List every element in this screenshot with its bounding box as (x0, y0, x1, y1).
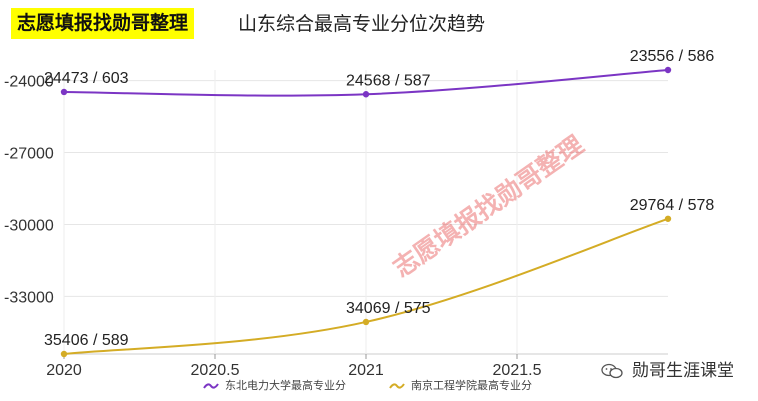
y-tick-label: -24000 (4, 74, 54, 91)
x-tick-label: 2021 (348, 362, 384, 379)
y-tick-label: -33000 (4, 289, 54, 306)
data-point[interactable] (60, 350, 68, 358)
data-label: 23556 / 586 (630, 48, 715, 65)
legend-label-2: 南京工程学院最高专业分 (411, 379, 532, 392)
y-tick-label: -30000 (4, 217, 54, 234)
data-point[interactable] (362, 91, 370, 98)
chart-title: 山东综合最高专业分位次趋势 (238, 13, 486, 35)
legend-swatch-2 (389, 383, 405, 389)
data-label: 24568 / 587 (346, 72, 431, 89)
legend: 东北电力大学最高专业分 南京工程学院最高专业分 (0, 373, 758, 397)
data-point[interactable] (362, 318, 370, 326)
x-tick-label: 2020 (46, 362, 82, 379)
wechat-icon (600, 363, 623, 379)
x-axis-ticks: 2020 2020.5 2021 2021.5 (46, 362, 541, 379)
x-tick-label: 2021.5 (493, 362, 542, 379)
gridlines (63, 70, 668, 359)
brand-name: 勋哥生涯课堂 (632, 361, 734, 381)
data-labels: 24473 / 603 24568 / 587 23556 / 586 35406 /… (44, 48, 714, 349)
x-tick-label: 2020.5 (191, 362, 240, 379)
legend-item-series-1[interactable]: 东北电力大学最高专业分 (203, 377, 346, 393)
y-tick-label: -27000 (4, 146, 54, 163)
data-label: 24473 / 603 (44, 70, 129, 87)
data-point[interactable] (60, 88, 68, 96)
y-axis-ticks: -24000 -27000 -30000 -33000 (4, 74, 54, 307)
legend-swatch-1 (203, 383, 219, 389)
data-label: 34069 / 575 (346, 300, 431, 317)
legend-item-series-2[interactable]: 南京工程学院最高专业分 (389, 377, 532, 393)
brand-signature: 勋哥生涯课堂 (600, 356, 734, 381)
legend-label-1: 东北电力大学最高专业分 (225, 379, 346, 392)
header-badge: 志愿填报找勋哥整理 (11, 8, 195, 39)
data-label: 35406 / 589 (44, 332, 129, 349)
series-group (60, 66, 672, 358)
data-label: 29764 / 578 (630, 197, 715, 214)
data-point[interactable] (664, 66, 672, 74)
data-point[interactable] (664, 215, 672, 222)
